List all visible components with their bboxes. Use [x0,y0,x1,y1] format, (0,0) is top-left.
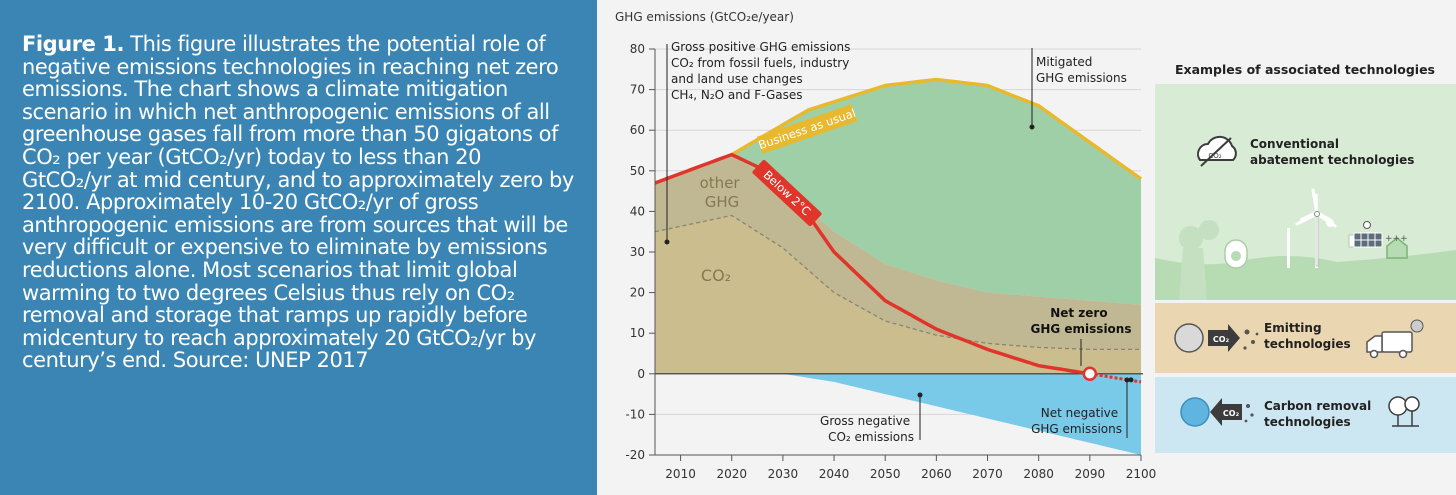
other-ghg-line-2: GHG [705,193,740,211]
x-tick-2070: 2070 [972,467,1003,481]
gross-positive-line-3: and land use changes [671,72,803,86]
gross-positive-label: Gross positive GHG emissions CO₂ from fo… [671,40,854,102]
net-negative-line-2: GHG emissions [1031,422,1122,436]
other-ghg-line-1: other [700,174,741,192]
y-tick--10: -10 [625,407,645,421]
y-tick-50: 50 [630,164,645,178]
caption-paragraph: Figure 1. This figure illustrates the po… [22,33,575,372]
cloud-co2-icon: CO₂ [1197,135,1237,167]
x-tick-2080: 2080 [1023,467,1054,481]
x-tick-2090: 2090 [1075,467,1106,481]
caption-text: This figure illustrates the potential ro… [22,32,574,373]
wind-turbine-icon [1295,188,1337,267]
emissions-chart: GHG emissions (GtCO₂e/year) 80 70 60 50 40 30… [597,0,1456,495]
bau-tag-bg [756,104,858,154]
x-tick-2010: 2010 [665,467,696,481]
x-tick-2100: 2100 [1126,467,1157,481]
gross-negative-line-1: Gross negative [820,414,910,428]
other-ghg-band [655,154,1141,350]
cloud-co2-text: CO₂ [1208,152,1221,160]
below2-negative-line [1089,372,1142,384]
caption-label: Figure 1. [22,32,124,56]
trees-icon [1388,396,1420,427]
emitting-label: Emitting technologies [1264,321,1351,351]
emitting-line-2: technologies [1264,337,1351,351]
co2-area-label: CO₂ [701,266,731,285]
gross-positive-line-4: CH₄, N₂O and F-Gases [671,88,803,102]
removal-co2-text: CO₂ [1223,409,1240,418]
x-tick-2040: 2040 [819,467,850,481]
conventional-line-2: abatement technologies [1250,153,1414,167]
landscape-illustration [1155,194,1456,300]
y-tick-10: 10 [630,326,645,340]
mitigated-line-2: GHG emissions [1036,71,1127,85]
y-tick-40: 40 [630,204,645,218]
x-tick-2020: 2020 [716,467,747,481]
below2-line [654,152,1091,376]
gross-negative-dot [917,392,923,398]
net-zero-label: Net zero GHG emissions [1030,306,1131,336]
net-zero-line-1: Net zero [1050,306,1107,320]
net-zero-line-2: GHG emissions [1030,322,1131,336]
gross-negative-label: Gross negative CO₂ emissions [820,414,914,444]
mitigated-line-1: Mitigated [1036,55,1092,69]
removal-line-2: technologies [1264,415,1351,429]
y-tick-60: 60 [630,123,645,137]
removal-line-1: Carbon removal [1264,399,1371,413]
technologies-panel: Examples of associated technologies CO₂ … [1155,62,1456,453]
gross-positive-line-1: Gross positive GHG emissions [671,40,850,54]
removal-label: Carbon removal technologies [1264,399,1375,429]
removal-icon: CO₂ [1180,397,1254,427]
x-tick-2050: 2050 [870,467,901,481]
gross-negative-area [655,373,1141,455]
truck-icon [1366,319,1424,359]
mitigated-label: Mitigated GHG emissions [1036,55,1127,85]
y-tick-30: 30 [630,245,645,259]
y-axis-title: GHG emissions (GtCO₂e/year) [615,10,794,24]
x-tick-labels: 2010 2020 2030 2040 2050 2060 2070 2080 2090 2100 [655,454,1157,481]
bau-line [730,77,1143,181]
x-tick-2030: 2030 [768,467,799,481]
conventional-line-1: Conventional [1250,137,1339,151]
net-zero-marker [1082,366,1098,382]
net-negative-line-1: Net negative [1041,406,1118,420]
y-tick-labels: 80 70 60 50 40 30 20 10 0 -10 -20 [625,42,656,462]
technologies-title: Examples of associated technologies [1175,62,1435,77]
solar-panel-icon [1353,221,1383,248]
co2-divider-line [654,214,1141,351]
y-tick--20: -20 [625,448,645,462]
conventional-label: Conventional abatement technologies [1250,137,1414,167]
emitting-line-1: Emitting [1264,321,1322,335]
emitting-icon: CO₂ [1174,323,1259,353]
below2-tag-bg [752,159,822,227]
emitting-co2-text: CO₂ [1213,335,1230,344]
plus-signs: +++ [1385,234,1408,244]
y-tick-0: 0 [637,367,645,381]
x-tick-2060: 2060 [921,467,952,481]
gross-negative-line-2: CO₂ emissions [828,430,914,444]
net-negative-end-dot [1128,377,1134,383]
line-series [654,77,1143,384]
net-negative-dot [1124,377,1130,383]
gross-positive-dot [664,239,670,245]
y-tick-70: 70 [630,83,645,97]
y-tick-80: 80 [630,42,645,56]
net-negative-label: Net negative GHG emissions [1031,406,1122,436]
y-tick-20: 20 [630,286,645,300]
mitigated-dot [1029,124,1035,130]
gross-positive-line-2: CO₂ from fossil fuels, industry [671,56,849,70]
other-ghg-label: other GHG [700,174,745,211]
figure-caption: Figure 1. This figure illustrates the po… [0,0,597,495]
